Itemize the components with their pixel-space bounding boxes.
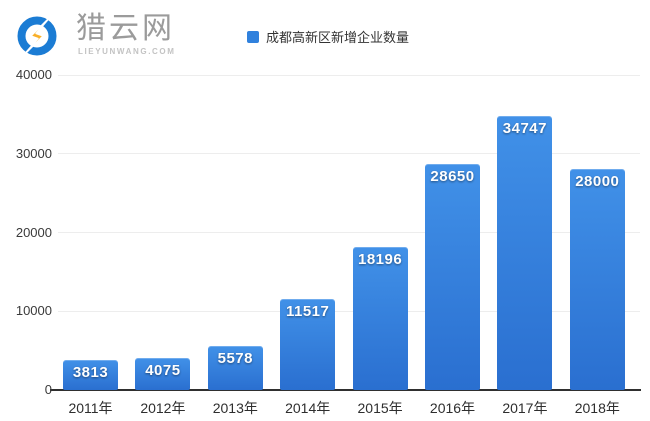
logo: 猎云网 LIEYUNWANG.COM: [14, 12, 214, 62]
bar-2016年[interactable]: 28650: [425, 164, 480, 390]
y-axis-tick-label: 30000: [15, 145, 52, 161]
bar-value-label: 28650: [430, 168, 475, 185]
bar-2015年[interactable]: 18196: [352, 247, 408, 390]
bar-value-label: 5578: [217, 350, 253, 367]
legend[interactable]: 成都高新区新增企业数量: [247, 27, 409, 46]
bar-2014年[interactable]: 11517: [280, 299, 336, 390]
gridline: [58, 310, 640, 312]
x-axis-tick-label: 2015年: [357, 400, 403, 416]
y-axis-tick-label: 0: [44, 382, 52, 397]
x-axis-tick-label: 2013年: [212, 400, 258, 416]
legend-swatch-icon: [247, 30, 259, 43]
gridline: [58, 232, 640, 233]
x-axis-tick-label: 2012年: [140, 400, 186, 416]
x-axis-tick-label: 2018年: [574, 400, 620, 416]
bar-2017年[interactable]: 34747: [497, 116, 553, 390]
y-axis-tick-label: 10000: [15, 303, 52, 319]
y-axis-tick-label: 20000: [15, 224, 52, 240]
gridline: [58, 74, 640, 76]
bar-value-label: 11517: [285, 303, 330, 320]
bar-value-label: 18196: [357, 251, 403, 268]
legend-label: 成都高新区新增企业数量: [266, 30, 410, 45]
y-axis-tick-label: 40000: [15, 67, 52, 82]
x-axis-tick-label: 2011年: [68, 400, 113, 416]
logo-brand-text: 猎云网: [76, 12, 175, 45]
bar-value-label: 4075: [145, 362, 181, 379]
x-axis-tick-label: 2017年: [502, 400, 548, 416]
logo-domain-text: LIEYUNWANG.COM: [78, 47, 176, 56]
bar-2011年[interactable]: 3813: [63, 360, 118, 390]
bar-value-label: 34747: [502, 120, 547, 137]
lightning-circle-icon: [17, 14, 57, 58]
bar-value-label: 3813: [72, 364, 109, 381]
gridline: [58, 153, 640, 155]
bar-2018年[interactable]: 28000: [569, 169, 625, 390]
x-axis-line: [50, 389, 641, 391]
x-axis-tick-label: 2014年: [285, 400, 331, 416]
x-axis-tick-label: 2016年: [429, 400, 476, 416]
bar-value-label: 28000: [575, 173, 620, 190]
bar-2012年[interactable]: 4075: [135, 358, 191, 390]
bar-2013年[interactable]: 5578: [207, 346, 263, 390]
